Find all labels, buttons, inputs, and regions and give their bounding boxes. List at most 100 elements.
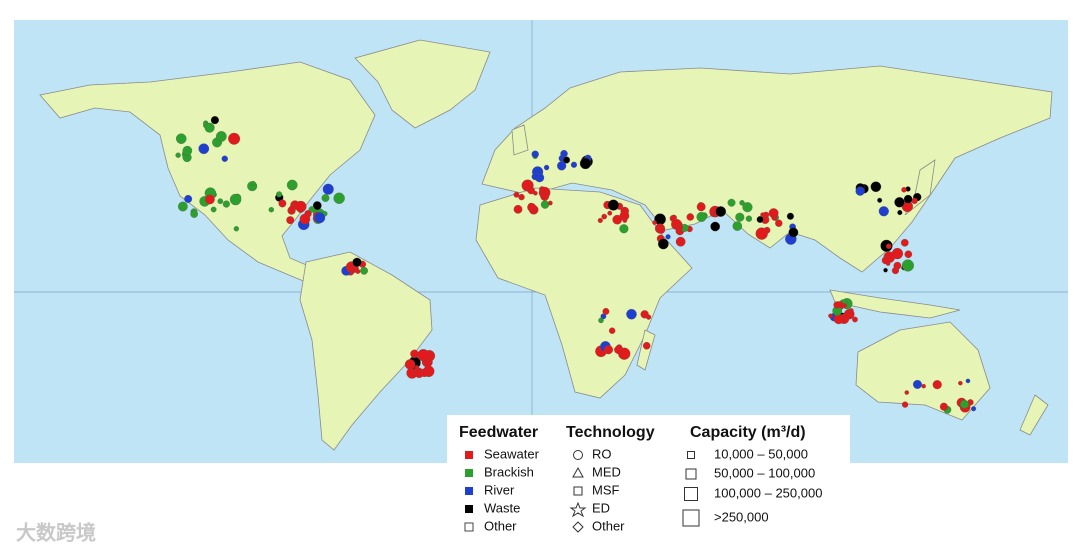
plant-dot: [732, 221, 743, 231]
plant-dot: [513, 204, 523, 214]
legend-symbol: [682, 509, 700, 527]
plant-dot: [286, 216, 295, 225]
plant-dot: [276, 191, 283, 198]
plant-dot: [619, 224, 629, 234]
plant-dot: [696, 211, 707, 222]
plant-dot: [547, 200, 553, 206]
plant-dot: [602, 307, 610, 315]
plant-dot: [614, 345, 623, 354]
land: [39, 39, 1053, 451]
madagascar: [636, 329, 656, 371]
legend-symbol: [572, 466, 584, 478]
legend-symbol: [687, 451, 695, 459]
plant-dot: [883, 267, 888, 273]
plant-dot: [893, 261, 902, 270]
plant-dot: [518, 193, 525, 201]
plant-dot: [513, 191, 520, 198]
legend-title: Technology: [566, 424, 655, 441]
plant-dot: [543, 164, 550, 171]
plant-dot: [228, 132, 241, 145]
legend-box: [447, 415, 850, 540]
plant-dot: [607, 210, 613, 216]
plant-dot: [775, 219, 783, 227]
plant-dot: [855, 186, 865, 196]
plant-dot: [739, 200, 745, 206]
plant-dot: [198, 143, 210, 155]
plant-dot: [190, 210, 198, 218]
plant-dot: [322, 183, 334, 195]
legend-label: MSF: [592, 482, 620, 497]
plant-dot: [658, 238, 669, 250]
plant-dot: [833, 301, 841, 309]
plant-dot: [286, 179, 298, 191]
plant-dot: [921, 383, 926, 389]
plant-dot: [646, 314, 652, 320]
plant-dot: [215, 131, 227, 142]
new-zealand: [1019, 394, 1049, 436]
plant-dot: [842, 303, 847, 308]
legend-label: Waste: [484, 500, 520, 515]
plant-dot: [897, 210, 903, 216]
plant-dot: [314, 212, 326, 224]
plant-dot: [404, 359, 416, 370]
plant-dot: [570, 161, 578, 168]
plant-dot: [833, 313, 844, 325]
plant-dot: [657, 225, 666, 234]
plant-dot: [903, 194, 913, 204]
legend-swatch: [464, 522, 474, 532]
legend-swatch: [465, 469, 473, 477]
greenland: [354, 39, 491, 129]
plant-dot: [175, 133, 187, 144]
plant-dot: [333, 192, 345, 204]
legend-label: 50,000 – 100,000: [714, 465, 815, 480]
plant-dot: [420, 368, 429, 378]
legend-label: Brackish: [484, 464, 534, 479]
plant-dot: [268, 207, 274, 213]
plant-dot: [540, 192, 550, 201]
plant-dot: [527, 202, 537, 212]
plant-dot: [878, 206, 889, 217]
legend-label: Other: [592, 518, 625, 533]
plant-dot: [233, 226, 239, 232]
legend-swatch: [465, 451, 473, 459]
plant-dot: [597, 217, 603, 224]
plant-dot: [870, 181, 882, 193]
plant-dot: [715, 206, 727, 217]
plant-dot: [735, 212, 745, 222]
legend-swatch: [465, 505, 473, 513]
legend-symbol: [572, 521, 584, 533]
plant-dot: [932, 380, 942, 390]
plant-dot: [560, 150, 568, 158]
plant-dot: [828, 313, 833, 319]
plant-dot: [531, 173, 539, 181]
plant-dot: [603, 345, 613, 355]
plant-dot: [901, 259, 914, 272]
plant-dot: [312, 201, 322, 210]
plant-dot: [901, 401, 909, 408]
plant-dot: [904, 250, 913, 259]
britain: [511, 124, 529, 156]
plant-dot: [288, 205, 296, 213]
plant-dot: [417, 349, 430, 362]
australia: [855, 321, 991, 421]
plant-dot: [531, 150, 539, 158]
legend-title: Feedwater: [459, 424, 538, 441]
plant-dot: [958, 380, 963, 386]
plant-dot: [788, 227, 799, 238]
plant-dot: [755, 227, 768, 240]
legend-label: Other: [484, 518, 517, 533]
legend-label: 100,000 – 250,000: [714, 485, 822, 500]
legend-label: >250,000: [714, 509, 769, 524]
legend-label: ED: [592, 500, 610, 515]
plant-dot: [352, 257, 362, 267]
plant-dot: [278, 199, 287, 208]
plant-dot: [251, 181, 256, 186]
plant-dot: [886, 243, 892, 249]
plant-dot: [414, 365, 420, 370]
legend-symbol: [684, 487, 698, 501]
plant-dot: [696, 202, 706, 212]
plant-dot: [901, 187, 907, 193]
legend-symbol: [685, 468, 697, 480]
plant-dot: [177, 201, 188, 212]
